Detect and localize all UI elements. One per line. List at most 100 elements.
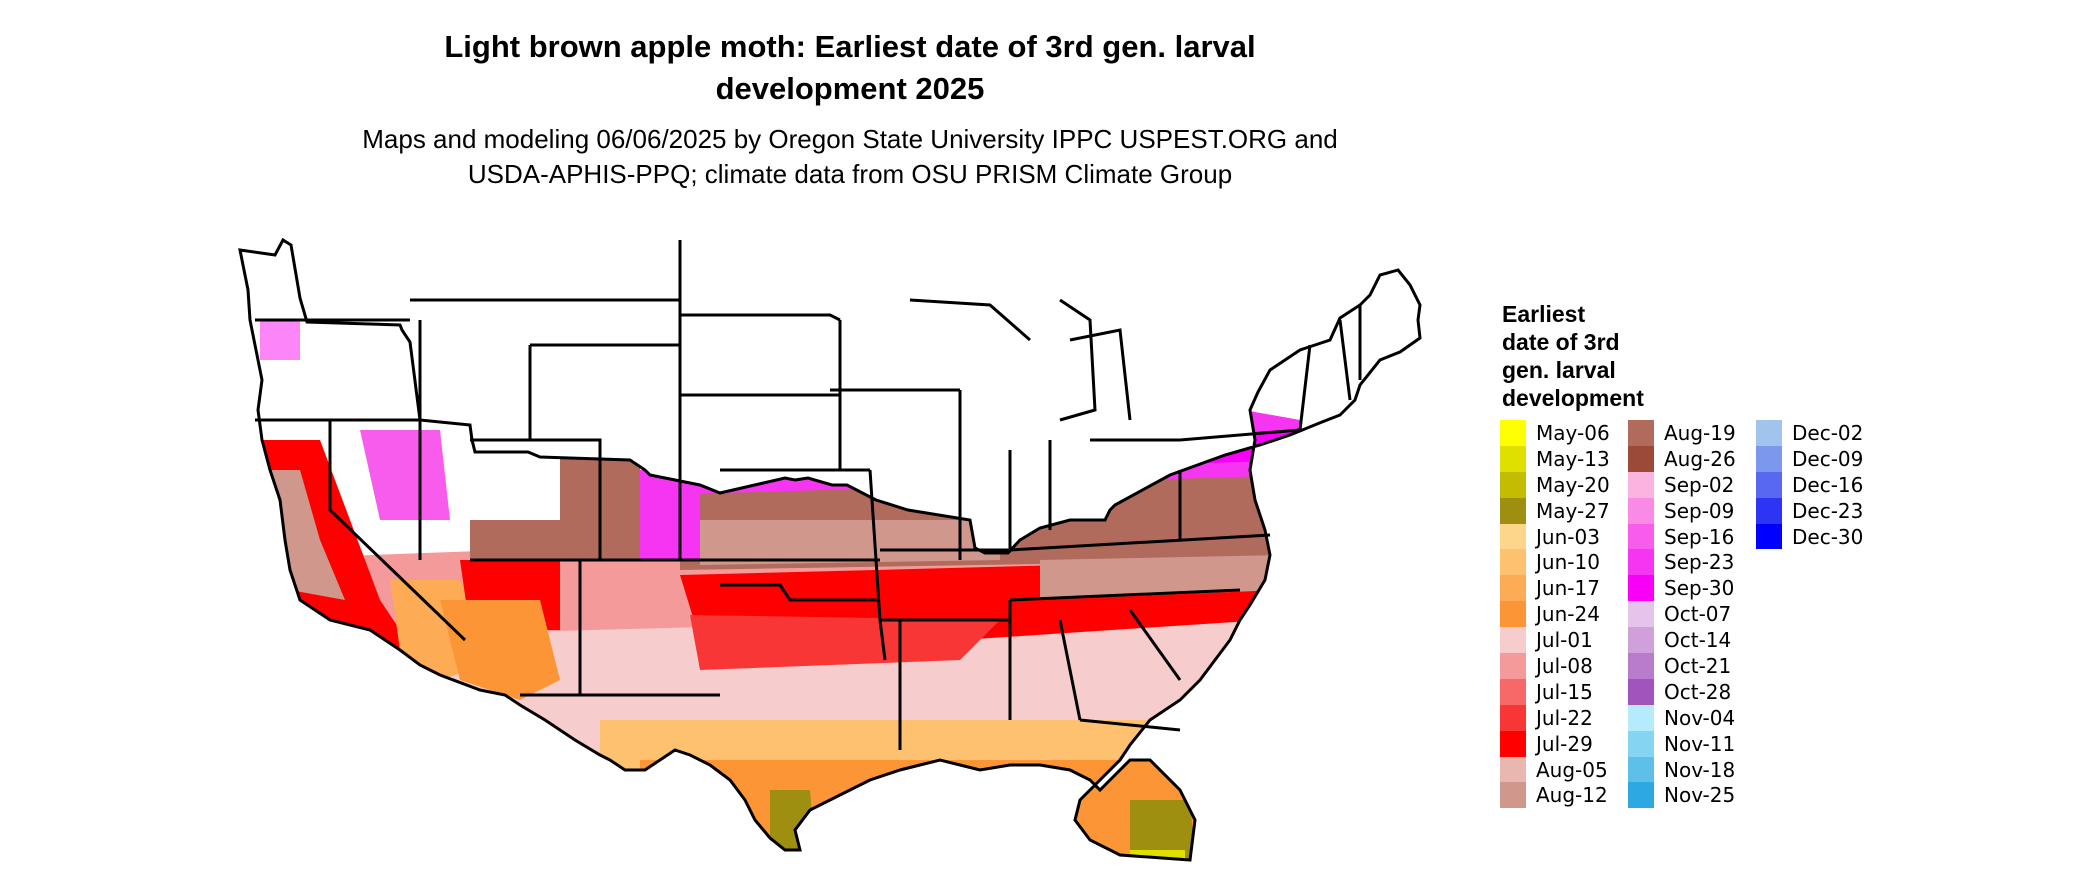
legend-label: Jul-29 [1536,731,1593,756]
legend-item: Dec-23 [1756,497,1886,524]
legend-swatch [1500,420,1526,446]
legend-swatch [1500,653,1526,679]
legend-label: Sep-16 [1664,524,1735,549]
legend-swatch [1756,497,1782,524]
legend-item: Jun-17 [1500,575,1630,602]
legend-swatch [1500,445,1526,472]
legend-label: Nov-04 [1664,705,1736,730]
legend-label: Sep-23 [1664,550,1735,575]
legend-item: Oct-28 [1628,678,1758,705]
legend-swatch [1628,730,1654,757]
legend-column: Dec-02 Dec-09 Dec-16 Dec-23 Dec-30 [1756,420,1886,550]
legend-swatch [1500,549,1526,576]
legend-swatch [1500,678,1526,705]
legend-item: Dec-16 [1756,471,1886,498]
legend-label: Nov-25 [1664,783,1736,808]
legend-label: Oct-14 [1664,628,1732,653]
legend-item: Sep-02 [1628,471,1758,498]
legend-swatch [1628,782,1654,809]
legend-label: Sep-09 [1664,498,1735,523]
legend-swatch [1628,704,1654,731]
legend-swatch [1628,471,1654,498]
title-line-2: development 2025 [715,71,985,106]
legend-item: May-13 [1500,445,1630,472]
legend-swatch [1628,575,1654,602]
legend-label: Oct-21 [1664,654,1732,679]
legend-item: Sep-23 [1628,549,1758,576]
legend-label: May-06 [1536,421,1610,445]
legend-label: Aug-26 [1664,446,1736,471]
legend-item: Jul-08 [1500,653,1630,679]
map-subtitle: Maps and modeling 06/06/2025 by Oregon S… [250,122,1450,192]
legend-item: Dec-09 [1756,445,1886,472]
legend-label: Oct-07 [1664,602,1732,627]
legend-swatch [1628,627,1654,654]
legend-label: Dec-09 [1792,446,1864,471]
legend-label: Nov-18 [1664,757,1736,782]
legend-label: May-13 [1536,446,1610,471]
legend-swatch [1628,756,1654,783]
legend-label: Dec-30 [1792,524,1864,549]
phenology-fill [240,240,1420,860]
legend-swatch [1500,782,1526,809]
legend-swatch [1756,523,1782,550]
subtitle-line-1: Maps and modeling 06/06/2025 by Oregon S… [362,124,1338,154]
legend-item: Jun-03 [1500,523,1630,550]
legend-item: Jul-22 [1500,704,1630,731]
legend-swatch [1756,445,1782,472]
legend-swatch [1628,420,1654,446]
legend-item: Dec-02 [1756,420,1886,446]
legend-item: Aug-12 [1500,782,1630,809]
legend-label: May-20 [1536,472,1610,497]
legend-item: May-20 [1500,471,1630,498]
legend-item: Sep-09 [1628,497,1758,524]
legend-label: Dec-02 [1792,421,1864,445]
legend-item: Sep-16 [1628,523,1758,550]
legend-item: Dec-30 [1756,523,1886,550]
legend-label: Jul-08 [1536,654,1593,679]
legend-label: Jul-01 [1536,628,1593,653]
legend-swatch [1500,601,1526,628]
legend-swatch [1500,575,1526,602]
legend-label: Dec-23 [1792,498,1864,523]
legend-item: Oct-14 [1628,627,1758,654]
legend-label: Aug-19 [1664,421,1736,445]
legend-swatch [1628,445,1654,472]
legend-item: Aug-05 [1500,756,1630,783]
legend-label: Sep-02 [1664,472,1735,497]
subtitle-line-2: USDA-APHIS-PPQ; climate data from OSU PR… [467,159,1233,189]
legend-item: Jun-10 [1500,549,1630,576]
legend-item: May-06 [1500,420,1630,446]
legend-label: Jun-10 [1536,550,1600,575]
legend-item: Jul-29 [1500,730,1630,757]
legend-item: Jun-24 [1500,601,1630,628]
legend-label: Jul-15 [1536,679,1593,704]
legend-swatch [1756,471,1782,498]
legend-title-line: Earliest [1502,301,1586,327]
legend-swatch [1500,497,1526,524]
legend-label: Sep-30 [1664,576,1735,601]
legend-label: May-27 [1536,498,1610,523]
legend-title-line: date of 3rd [1502,329,1620,355]
legend-swatch [1500,730,1526,757]
legend-swatch [1628,523,1654,550]
legend-item: Nov-04 [1628,704,1758,731]
legend-swatch [1500,523,1526,550]
legend-item: Nov-25 [1628,782,1758,809]
legend-swatch [1628,653,1654,679]
legend-label: Jun-03 [1536,524,1600,549]
legend-label: Jun-17 [1536,576,1600,601]
legend-title-line: development [1502,385,1644,411]
legend-item: Sep-30 [1628,575,1758,602]
legend-swatch [1500,704,1526,731]
legend-swatch [1500,471,1526,498]
legend-column: May-06 May-13 May-20 May-27 Jun-03 Jun-10 Jun-… [1500,420,1630,809]
legend-swatch [1628,549,1654,576]
state-borders [238,237,1422,862]
title-line-1: Light brown apple moth: Earliest date of… [444,29,1256,64]
legend-swatch [1500,756,1526,783]
legend-item: Oct-07 [1628,601,1758,628]
legend-swatch [1628,678,1654,705]
legend-column: Aug-19 Aug-26 Sep-02 Sep-09 Sep-16 Sep-23 Sep-… [1628,420,1758,809]
legend-item: Jul-15 [1500,678,1630,705]
